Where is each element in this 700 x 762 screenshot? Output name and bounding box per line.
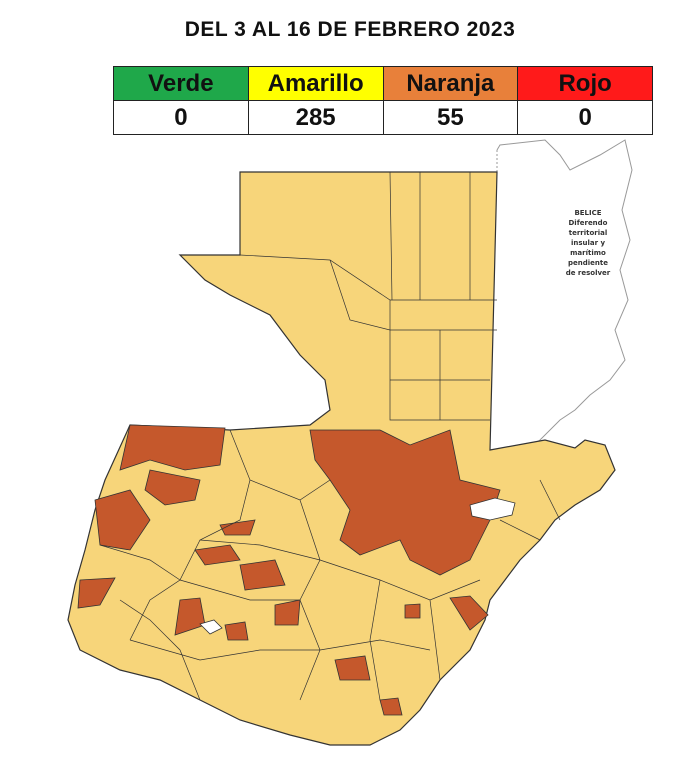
value-cell: 0 [517,100,653,135]
value-cell: 55 [382,100,519,135]
belize-note: BELICE Diferendo territorial insular y marít… [566,209,611,277]
orange-municipalities [77,424,501,716]
belize-note-line: BELICE [574,209,601,217]
lake-izabal [469,497,516,521]
belize-note-line: Diferendo [568,219,607,227]
header-cell: Amarillo [247,66,384,101]
belize-note-line: marítimo [570,249,606,257]
header-cell: Verde [113,66,249,101]
municipal-borders [99,171,561,701]
lake-atitlan [199,619,223,635]
header-cell: Rojo [517,66,653,101]
value-cell: 285 [247,100,384,135]
header-cell: Naranja [382,66,519,101]
value-cell: 0 [113,100,249,135]
belize-note-line: territorial [569,229,608,237]
belize-note-line: pendiente [568,259,608,267]
alert-table: Verde Amarillo Naranja Rojo 0 285 55 0 [113,66,653,135]
belize-note-line: insular y [571,239,606,247]
belize-note-line: de resolver [566,269,611,277]
title: DEL 3 AL 16 DE FEBRERO 2023 [184,18,516,41]
belize-coast [496,139,633,449]
